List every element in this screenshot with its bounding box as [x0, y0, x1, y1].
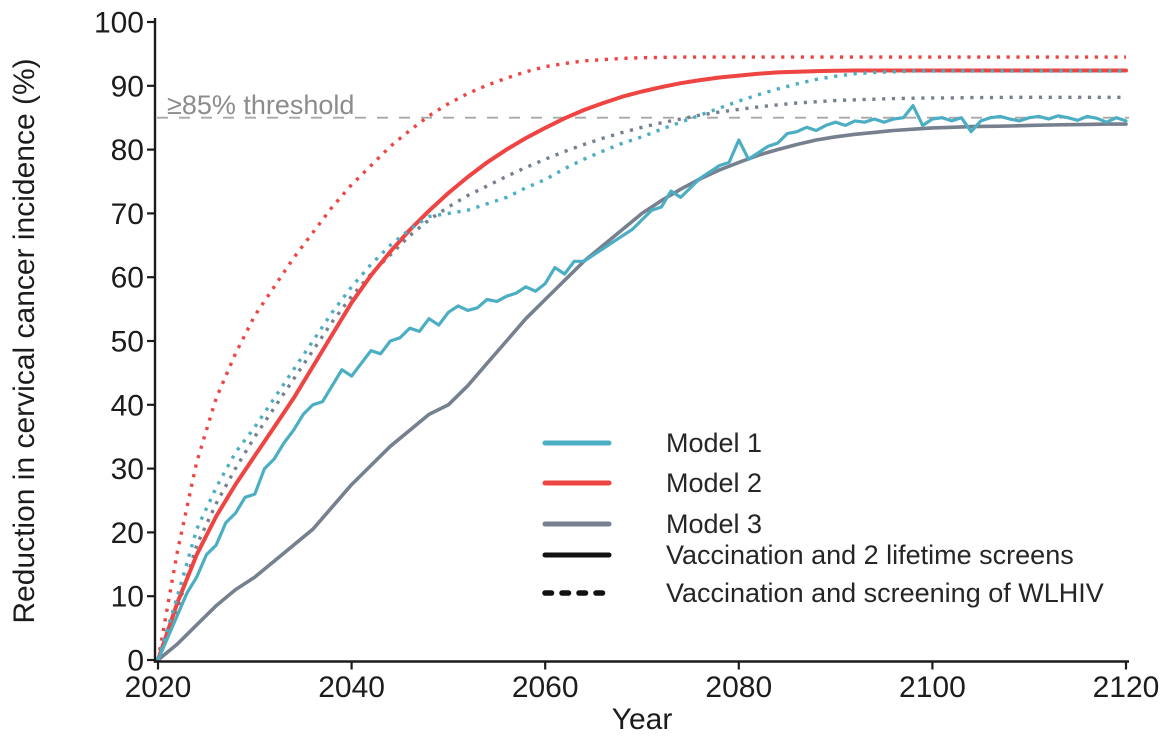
y-tick-label: 80 — [111, 134, 144, 167]
threshold-label: ≥85% threshold — [167, 90, 354, 120]
solid-line-swatch-icon — [542, 521, 612, 527]
y-tick-label: 40 — [111, 389, 144, 422]
x-axis-title: Year — [612, 703, 673, 736]
legend-label: Model 2 — [666, 467, 763, 498]
solid-line-swatch-icon — [542, 552, 612, 558]
y-tick-label: 30 — [111, 453, 144, 486]
y-tick-label: 90 — [111, 70, 144, 103]
series-model-2-solid — [156, 68, 1128, 662]
legend-item-vaccination-and-2-lifetime-screens: Vaccination and 2 lifetime screens — [542, 540, 1074, 570]
x-tick-label: 2020 — [125, 671, 192, 704]
legend-label: Vaccination and 2 lifetime screens — [666, 539, 1074, 570]
x-tick-label: 2120 — [1093, 671, 1160, 704]
legend-item-model-2: Model 2 — [542, 468, 762, 498]
legend-item-model-3: Model 3 — [542, 509, 762, 539]
legend-item-vaccination-and-screening-of-wlhiv: Vaccination and screening of WLHIV — [542, 578, 1104, 608]
solid-line-swatch-icon — [542, 480, 612, 486]
y-tick-label: 100 — [94, 7, 144, 40]
series-model-3-solid — [156, 122, 1128, 662]
series-group — [156, 55, 1128, 662]
x-tick-label: 2060 — [512, 671, 579, 704]
y-tick-label: 50 — [111, 326, 144, 359]
y-tick-label: 20 — [111, 517, 144, 550]
legend-label: Model 1 — [666, 427, 763, 458]
y-tick-label: 0 — [127, 645, 144, 678]
series-model-1-solid — [156, 104, 1128, 662]
x-tick-label: 2100 — [899, 671, 966, 704]
dotted-line-swatch-icon — [542, 590, 612, 596]
y-tick-label: 60 — [111, 262, 144, 295]
x-tick-label: 2040 — [318, 671, 385, 704]
legend-label: Vaccination and screening of WLHIV — [666, 577, 1104, 608]
axis-ticks-group: 2020 2040 2060 2080 2100 2120 0 10 20 30 40 50 60 70 8… — [94, 7, 1159, 705]
solid-line-swatch-icon — [542, 440, 612, 446]
x-tick-label: 2080 — [705, 671, 772, 704]
y-axis-title: Reduction in cervical cancer incidence (… — [8, 58, 41, 623]
legend-label: Model 3 — [666, 508, 763, 539]
y-tick-label: 70 — [111, 198, 144, 231]
series-model-3-dotted — [156, 95, 1126, 661]
series-model-2-dotted — [156, 55, 1126, 661]
series-model-1-dotted — [156, 69, 1126, 661]
y-tick-label: 10 — [111, 581, 144, 614]
legend-item-model-1: Model 1 — [542, 428, 762, 458]
